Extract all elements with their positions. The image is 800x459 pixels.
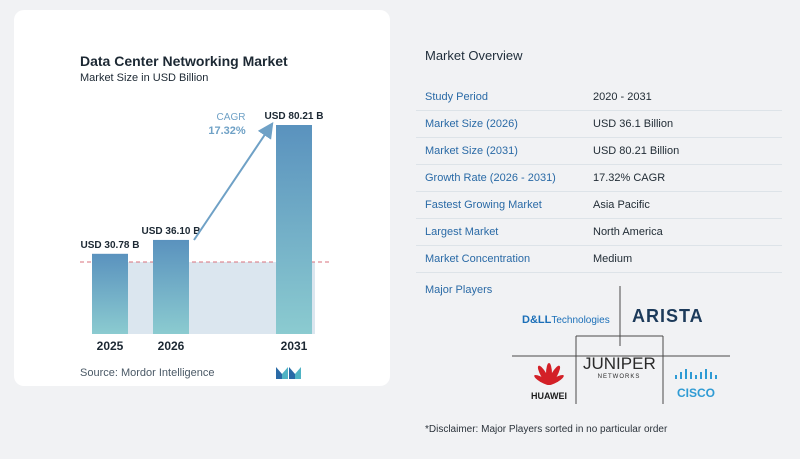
bar-2025: [92, 253, 128, 334]
juniper-logo: JUNIPER NETWORKS: [583, 354, 656, 380]
juniper-wordmark: JUNIPER: [583, 354, 656, 373]
bar-chart: USD 30.78 B 2025 USD 36.10 B 2026 USD 80.21 …: [80, 111, 330, 353]
source-text: Source: Mordor Intelligence: [80, 367, 215, 379]
overview-row: Study Period 2020 - 2031: [416, 84, 782, 111]
juniper-networks-text: NETWORKS: [597, 374, 641, 380]
dell-suffix: Technologies: [551, 315, 610, 326]
overview-row-label: Fastest Growing Market: [425, 199, 542, 211]
huawei-wordmark: HUAWEI: [531, 391, 567, 401]
overview-row-value: North America: [593, 226, 663, 238]
cisco-wordmark: CISCO: [676, 386, 715, 400]
arista-logo: ARISTA: [632, 306, 704, 326]
overview-title: Market Overview: [425, 48, 523, 63]
x-tick-label-2026: 2026: [158, 339, 185, 353]
huawei-logo: HUAWEI: [527, 360, 571, 401]
overview-row-value: 17.32% CAGR: [593, 172, 666, 184]
overview-row-value: Asia Pacific: [593, 199, 650, 211]
cagr-value: 17.32%: [208, 125, 246, 137]
chart-title: Data Center Networking Market: [80, 53, 288, 69]
cisco-logo: CISCO: [672, 368, 720, 400]
chart-subtitle: Market Size in USD Billion: [80, 72, 209, 84]
dell-brand: D&LL: [522, 314, 552, 326]
bar-2031: [276, 125, 312, 334]
data-label-2031: USD 80.21 B: [265, 111, 324, 122]
overview-row-label: Study Period: [425, 91, 488, 103]
bar-2026: [153, 239, 189, 334]
huawei-petals-icon: [534, 363, 564, 385]
major-players-title: Major Players: [425, 284, 493, 296]
overview-row: Market Concentration Medium: [416, 246, 782, 273]
overview-row-value: 2020 - 2031: [593, 91, 652, 103]
overview-row-label: Largest Market: [425, 226, 499, 238]
overview-row: Fastest Growing Market Asia Pacific: [416, 192, 782, 219]
overview-row-label: Market Size (2026): [425, 118, 518, 130]
cagr-label: CAGR: [217, 112, 246, 123]
mordor-logo-icon: [276, 366, 302, 384]
x-tick-label-2031: 2031: [281, 339, 308, 353]
overview-row-value: USD 80.21 Billion: [593, 145, 680, 157]
overview-row-value: USD 36.1 Billion: [593, 118, 674, 130]
cagr-arrow: [193, 122, 274, 241]
data-label-2025: USD 30.78 B: [81, 240, 140, 251]
dell-technologies-logo: D&LLTechnologies: [522, 310, 610, 328]
data-label-2026: USD 36.10 B: [142, 226, 201, 237]
overview-row: Market Size (2031) USD 80.21 Billion: [416, 138, 782, 165]
disclaimer-text: *Disclaimer: Major Players sorted in no …: [425, 424, 668, 435]
overview-row-value: Medium: [593, 253, 633, 265]
overview-row-label: Market Size (2031): [425, 145, 518, 157]
players-grid: [512, 286, 730, 404]
cisco-bars-icon: [675, 369, 717, 379]
overview-row-label: Growth Rate (2026 - 2031): [425, 172, 556, 184]
overview-row: Market Size (2026) USD 36.1 Billion: [416, 111, 782, 138]
overview-row: Largest Market North America: [416, 219, 782, 246]
cagr-shaded-area: [92, 262, 315, 334]
overview-row-label: Market Concentration: [425, 253, 531, 265]
x-tick-label-2025: 2025: [97, 339, 124, 353]
overview-row: Growth Rate (2026 - 2031) 17.32% CAGR: [416, 165, 782, 192]
